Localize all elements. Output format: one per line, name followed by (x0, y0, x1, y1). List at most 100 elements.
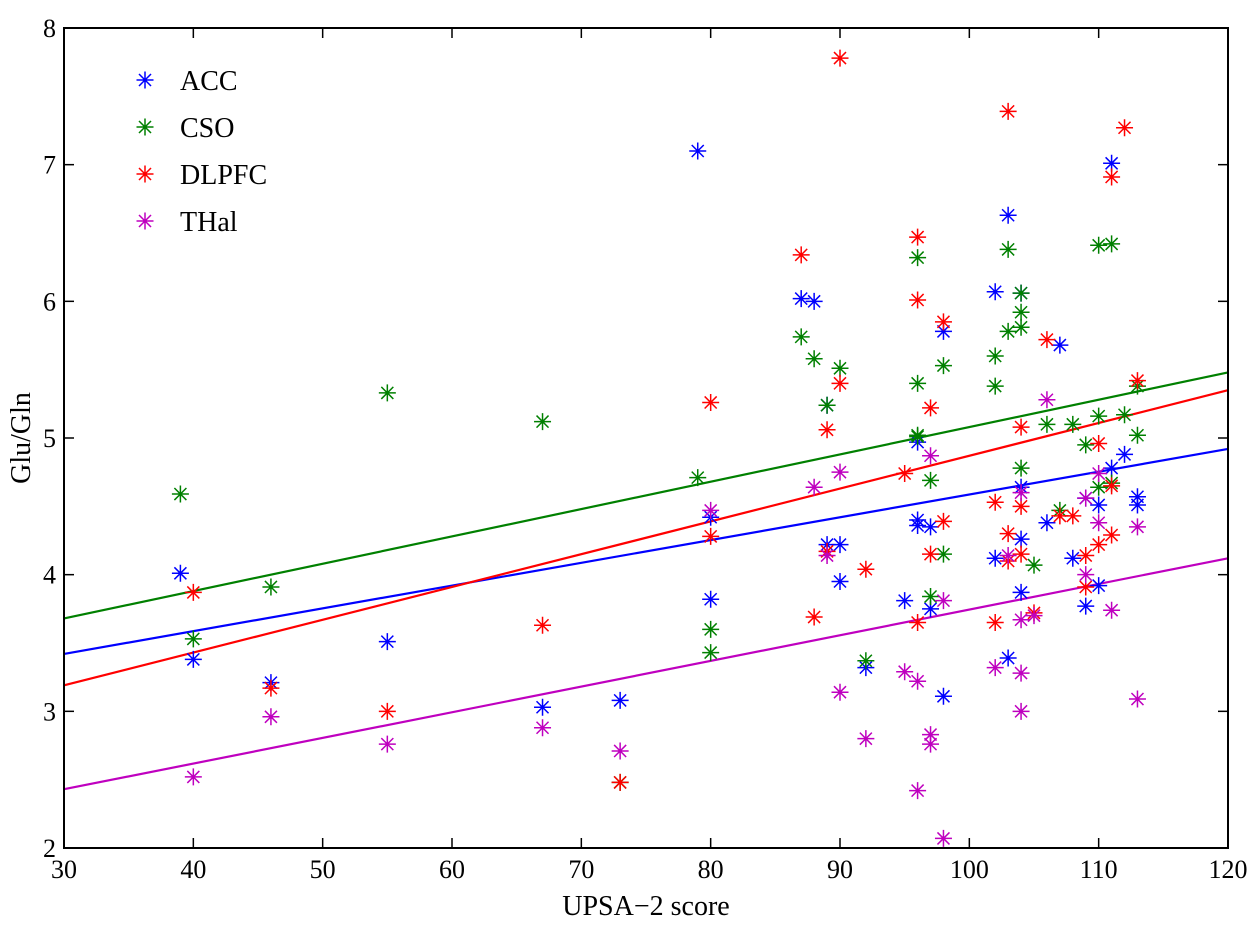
data-point-cso (909, 374, 927, 392)
data-point-thal (1012, 611, 1030, 629)
data-point-dlpfc (831, 49, 849, 67)
data-point-dlpfc (986, 493, 1004, 511)
data-point-thal (831, 463, 849, 481)
data-point-cso (792, 328, 810, 346)
data-point-thal (934, 592, 952, 610)
data-point-acc (986, 283, 1004, 301)
data-point-cso (1025, 556, 1043, 574)
data-point-dlpfc (1064, 507, 1082, 525)
data-point-cso (818, 396, 836, 414)
data-point-acc (922, 600, 940, 618)
data-point-acc (1051, 336, 1069, 354)
data-point-acc (1090, 577, 1108, 595)
data-point-cso (1116, 406, 1134, 424)
x-tick-label: 120 (1209, 855, 1248, 884)
data-point-dlpfc (1038, 331, 1056, 349)
legend-marker-cso (136, 118, 154, 136)
data-point-acc (831, 573, 849, 590)
data-point-cso (986, 377, 1004, 395)
data-point-cso (1038, 415, 1056, 433)
data-point-dlpfc (702, 527, 720, 545)
data-point-dlpfc (934, 512, 952, 530)
data-point-thal (805, 478, 823, 496)
data-point-cso (1103, 235, 1121, 253)
data-point-thal (831, 683, 849, 701)
data-point-acc (1103, 154, 1121, 172)
y-tick-label: 6 (43, 287, 56, 316)
data-point-acc (611, 691, 629, 709)
data-point-dlpfc (1103, 168, 1121, 186)
data-point-dlpfc (1090, 434, 1108, 452)
data-point-thal (534, 719, 552, 737)
data-point-cso (1012, 284, 1030, 302)
data-point-dlpfc (611, 773, 629, 791)
data-point-thal (986, 659, 1004, 677)
y-tick-label: 5 (43, 424, 56, 453)
legend-label-acc: ACC (180, 66, 238, 97)
data-point-thal (1025, 607, 1043, 625)
y-axis-label: Glu/Gln (6, 392, 37, 484)
y-tick-label: 7 (43, 151, 56, 180)
data-point-dlpfc (1012, 545, 1030, 563)
data-point-acc (184, 650, 202, 668)
data-point-dlpfc (999, 102, 1017, 120)
data-point-acc (934, 687, 952, 705)
data-point-acc (934, 322, 952, 340)
x-tick-label: 50 (310, 855, 336, 884)
data-point-thal (1128, 518, 1146, 536)
data-point-dlpfc (909, 291, 927, 309)
data-point-cso (1090, 478, 1108, 496)
data-point-dlpfc (262, 679, 280, 697)
data-point-cso (1012, 318, 1030, 336)
data-point-thal (184, 768, 202, 786)
data-point-cso (909, 249, 927, 267)
data-point-thal (922, 447, 940, 465)
data-point-dlpfc (1051, 507, 1069, 525)
data-point-dlpfc (1103, 526, 1121, 544)
data-point-cso (922, 471, 940, 489)
data-point-acc (922, 518, 940, 536)
data-point-thal (1103, 601, 1121, 619)
data-point-dlpfc (831, 374, 849, 392)
data-point-acc (1012, 583, 1030, 601)
data-point-cso (922, 588, 940, 606)
data-point-acc (1064, 549, 1082, 567)
x-axis-label: UPSA−2 score (562, 891, 729, 922)
legend-label-cso: CSO (180, 113, 234, 144)
data-point-dlpfc (1128, 372, 1146, 390)
fit-line-cso (63, 371, 1229, 620)
data-point-thal (702, 501, 720, 519)
data-point-thal (611, 742, 629, 760)
legend-marker-acc (136, 71, 154, 89)
data-point-acc (534, 698, 552, 716)
data-point-thal (1090, 514, 1108, 532)
data-point-acc (896, 592, 914, 610)
data-point-dlpfc (999, 525, 1017, 543)
x-tick-label: 30 (51, 855, 77, 884)
data-point-thal (378, 735, 396, 753)
data-point-cso (1090, 407, 1108, 425)
data-point-cso (1012, 459, 1030, 477)
data-point-acc (792, 290, 810, 308)
data-point-dlpfc (909, 614, 927, 631)
data-point-dlpfc (986, 614, 1004, 631)
data-point-cso (934, 545, 952, 563)
plot-area-frame (63, 27, 1229, 849)
legend-label-thal: THal (180, 207, 238, 238)
data-point-thal (1012, 484, 1030, 502)
y-tick-label: 2 (43, 834, 56, 863)
data-point-acc (1077, 597, 1095, 615)
data-point-acc (689, 142, 707, 160)
data-point-thal (896, 663, 914, 681)
data-point-thal (922, 735, 940, 753)
data-point-dlpfc (792, 246, 810, 264)
data-point-thal (1077, 566, 1095, 584)
x-tick-label: 60 (439, 855, 465, 884)
data-point-thal (1012, 664, 1030, 682)
data-point-cso (378, 384, 396, 402)
data-point-acc (999, 206, 1017, 224)
data-point-acc (1090, 496, 1108, 514)
data-point-cso (184, 630, 202, 648)
data-point-cso (934, 357, 952, 375)
